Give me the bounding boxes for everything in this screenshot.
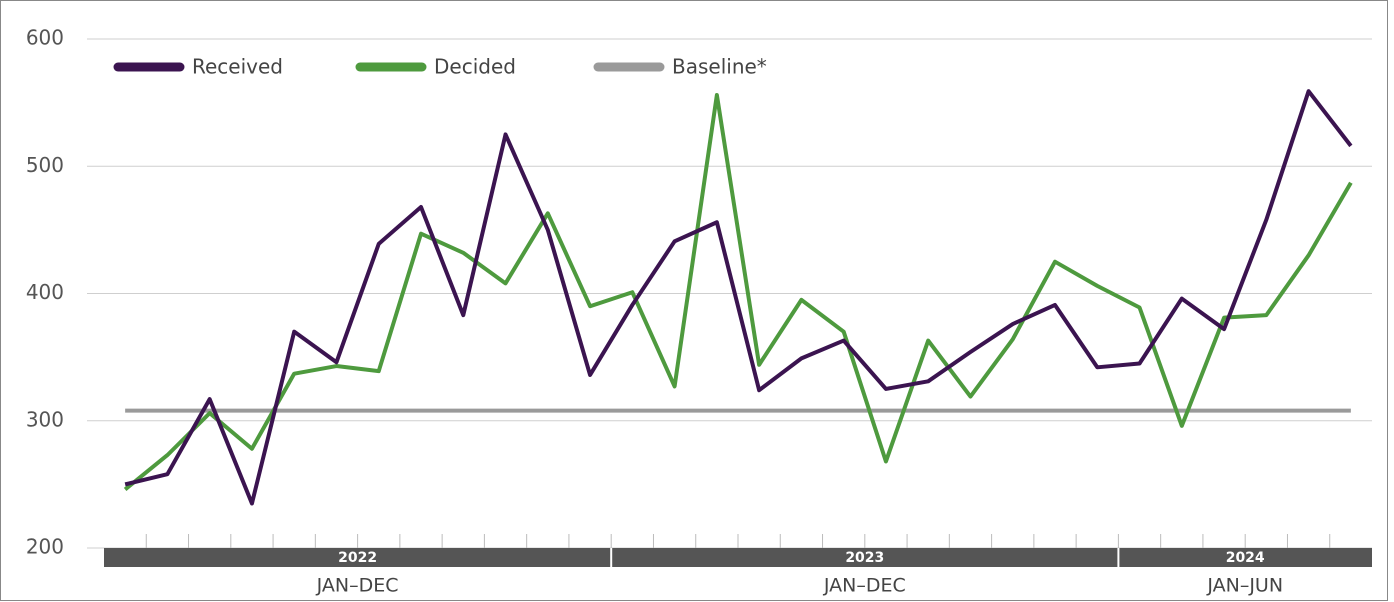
- group-label: 2023: [845, 550, 884, 566]
- legend-label: Received: [192, 55, 283, 79]
- x-axis-band: [104, 548, 1372, 567]
- group-sublabel: JAN–DEC: [823, 575, 906, 597]
- series-line: [123, 92, 1353, 492]
- series-line: [124, 89, 1353, 506]
- group-sublabel: JAN–DEC: [316, 575, 399, 597]
- legend-label: Decided: [434, 55, 516, 79]
- y-tick-label: 400: [26, 280, 64, 304]
- y-tick-label: 500: [26, 153, 64, 177]
- y-tick-label: 300: [26, 407, 64, 431]
- y-tick-label: 200: [26, 535, 64, 559]
- legend-label: Baseline*: [672, 55, 767, 79]
- group-sublabel: JAN–JUN: [1206, 575, 1283, 597]
- group-label: 2024: [1226, 550, 1265, 566]
- group-label: 2022: [338, 550, 377, 566]
- y-tick-label: 600: [26, 26, 64, 50]
